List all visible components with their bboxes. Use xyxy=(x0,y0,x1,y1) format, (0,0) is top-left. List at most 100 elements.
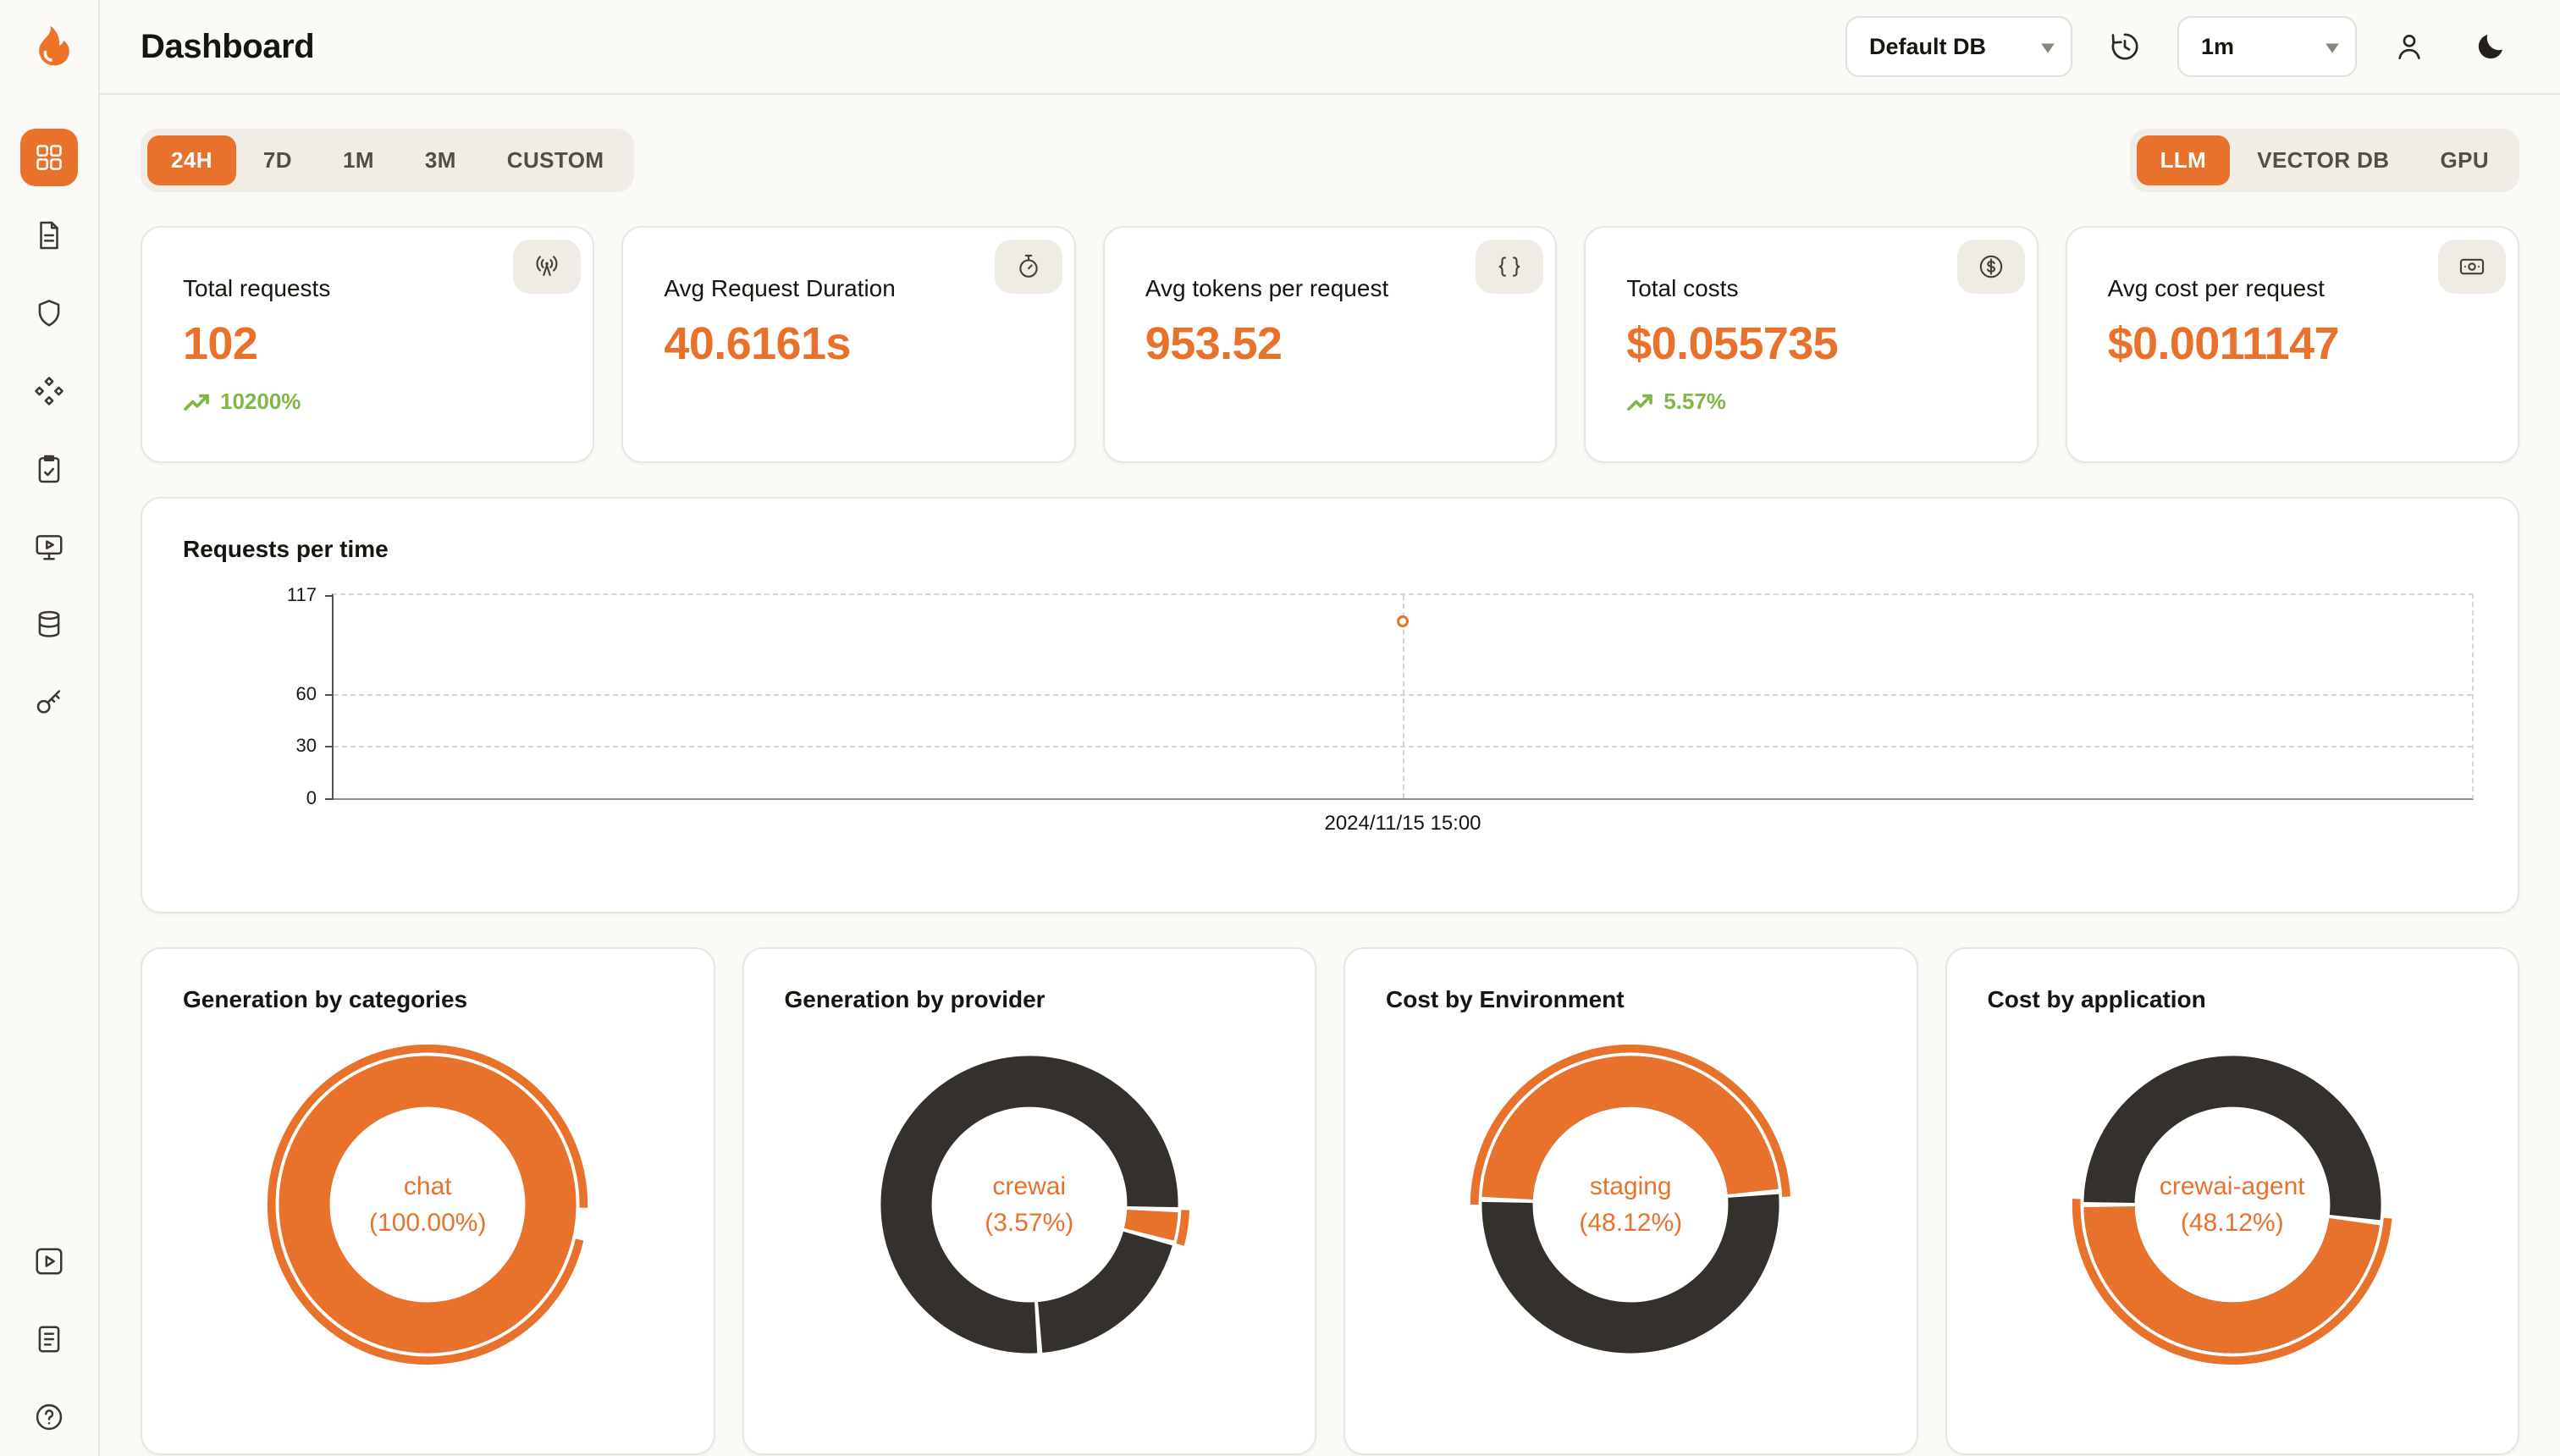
donut-label-name: chat xyxy=(403,1172,452,1200)
donut-title: Generation by categories xyxy=(183,986,468,1012)
user-button[interactable] xyxy=(2381,18,2438,75)
stat-card-avg-tokens: Avg tokens per request 953.52 xyxy=(1102,226,1558,463)
sidebar-item-prompts[interactable] xyxy=(20,362,78,420)
donut-center-label: staging (48.12%) xyxy=(1466,1040,1795,1369)
donut-center-label: crewai (3.57%) xyxy=(865,1040,1194,1369)
braces-icon xyxy=(1498,256,1520,277)
tab-24h[interactable]: 24H xyxy=(147,135,236,185)
database-select[interactable]: Default DB ▾ xyxy=(1846,16,2072,77)
donut-title: Cost by application xyxy=(1987,986,2206,1012)
stat-value: 953.52 xyxy=(1145,318,1283,369)
tab-3m[interactable]: 3M xyxy=(424,147,456,173)
stat-card-total-requests: Total requests 102 10200% xyxy=(141,226,595,463)
document-icon xyxy=(40,221,58,250)
sidebar-item-evaluations[interactable] xyxy=(20,440,78,498)
stat-delta-value: 5.57% xyxy=(1663,389,1726,414)
sidebar-item-dashboard[interactable] xyxy=(20,129,78,186)
donut-chart-categories[interactable]: chat (100.00%) xyxy=(263,1040,592,1369)
tab-1m[interactable]: 1M xyxy=(342,147,374,173)
diamonds-icon xyxy=(35,377,63,405)
interval-select-value: 1m xyxy=(2201,33,2235,59)
stat-value: 102 xyxy=(183,318,258,369)
donut-chart-environment[interactable]: staging (48.12%) xyxy=(1466,1040,1795,1369)
donut-rings xyxy=(268,1044,588,1365)
donut-rings xyxy=(1470,1044,1791,1365)
tab-custom[interactable]: CUSTOM xyxy=(506,147,604,173)
sidebar-item-support[interactable] xyxy=(20,1388,78,1446)
donut-label-pct: (100.00%) xyxy=(369,1209,487,1237)
donut-chart-provider[interactable]: crewai (3.57%) xyxy=(865,1040,1194,1369)
dollar-circle-icon xyxy=(1979,255,2002,279)
header: Dashboard Default DB ▾ 1m ▾ xyxy=(100,0,2560,95)
stat-title: Avg cost per request xyxy=(2107,275,2325,301)
stat-card-avg-duration: Avg Request Duration 40.6161s xyxy=(621,226,1076,463)
plot-area: 0 30 60 117 xyxy=(287,584,2474,808)
donut-title: Generation by provider xyxy=(784,986,1046,1012)
donut-label-pct: (48.12%) xyxy=(2180,1209,2284,1237)
key-icon xyxy=(36,690,61,714)
clipboard-edit-icon xyxy=(38,455,60,483)
tab-llm[interactable]: LLM xyxy=(2136,135,2231,185)
tab-vector-db[interactable]: VECTOR DB xyxy=(2257,147,2390,173)
donut-card-provider: Generation by provider crewai (3.57%) xyxy=(742,947,1316,1455)
donut-rings xyxy=(869,1044,1189,1365)
stat-title: Avg tokens per request xyxy=(1145,275,1389,301)
header-controls: Default DB ▾ 1m ▾ xyxy=(1846,16,2519,77)
sidebar-bottom-nav xyxy=(20,1233,78,1446)
cash-icon xyxy=(2459,258,2485,275)
antenna-icon xyxy=(536,256,558,276)
sidebar-item-playground[interactable] xyxy=(20,518,78,576)
donut-card-categories: Generation by categories chat (100.00%) xyxy=(141,947,715,1455)
history-button[interactable] xyxy=(2096,18,2154,75)
dark-mode-button[interactable] xyxy=(2462,18,2519,75)
stat-card-avg-cost: Avg cost per request $0.0011147 xyxy=(2065,226,2519,463)
page-title: Dashboard xyxy=(141,27,315,65)
database-select-value: Default DB xyxy=(1869,33,1987,59)
database-icon xyxy=(38,610,60,637)
sidebar-item-exceptions[interactable] xyxy=(20,284,78,342)
stat-delta-value: 10200% xyxy=(220,389,301,414)
time-range-tabs: 24H 7D 1M 3M CUSTOM xyxy=(141,129,635,192)
donut-chart-application[interactable]: crewai-agent (48.12%) xyxy=(2068,1040,2397,1369)
requests-time-chart[interactable]: 0 30 60 117 2024/11/15 15:00 xyxy=(287,584,2474,842)
sidebar-item-databases[interactable] xyxy=(20,596,78,654)
chevron-down-icon: ▾ xyxy=(2041,37,2055,57)
content: 24H 7D 1M 3M CUSTOM LLM VECTOR DB GPU xyxy=(100,95,2560,1456)
trending-up-icon xyxy=(1627,394,1653,411)
sidebar-nav xyxy=(20,129,78,731)
sidebar-item-api-keys[interactable] xyxy=(20,674,78,731)
stat-card-total-costs: Total costs $0.055735 5.57% xyxy=(1584,226,2039,463)
flame-logo-icon xyxy=(39,25,69,66)
tab-gpu[interactable]: GPU xyxy=(2440,147,2489,173)
help-icon xyxy=(36,1404,63,1431)
monitor-play-icon xyxy=(36,535,63,560)
timer-icon xyxy=(1019,254,1038,278)
stat-delta: 10200% xyxy=(183,389,552,415)
stat-badge xyxy=(994,240,1062,294)
stat-title: Total costs xyxy=(1626,275,1739,301)
app-logo[interactable] xyxy=(22,20,76,74)
donut-rings xyxy=(2072,1044,2392,1365)
donut-card-environment: Cost by Environment staging (48.12%) xyxy=(1343,947,1918,1455)
user-icon xyxy=(2398,35,2420,59)
donut-title: Cost by Environment xyxy=(1386,986,1625,1012)
stat-delta: 5.57% xyxy=(1626,389,1995,415)
sidebar xyxy=(0,0,100,1456)
sidebar-item-docs[interactable] xyxy=(20,1310,78,1368)
stat-value: $0.055735 xyxy=(1626,318,1839,369)
donut-card-application: Cost by application crewai-agent (48.12%… xyxy=(1945,947,2519,1455)
dark-mode-icon xyxy=(2478,35,2502,59)
donut-center-label: crewai-agent (48.12%) xyxy=(2068,1040,2397,1369)
sidebar-item-requests[interactable] xyxy=(20,207,78,264)
tab-7d[interactable]: 7D xyxy=(262,147,292,173)
shield-icon xyxy=(38,300,60,327)
sidebar-item-getting-started[interactable] xyxy=(20,1233,78,1290)
stat-badge xyxy=(513,240,582,294)
source-tabs: LLM VECTOR DB GPU xyxy=(2129,129,2519,192)
stat-badge xyxy=(1956,240,2025,294)
document-lines-icon xyxy=(38,1326,60,1353)
interval-select[interactable]: 1m ▾ xyxy=(2177,16,2357,77)
stat-value: 40.6161s xyxy=(664,318,851,369)
main-area: Dashboard Default DB ▾ 1m ▾ xyxy=(100,0,2560,1456)
trending-up-icon xyxy=(184,394,209,411)
